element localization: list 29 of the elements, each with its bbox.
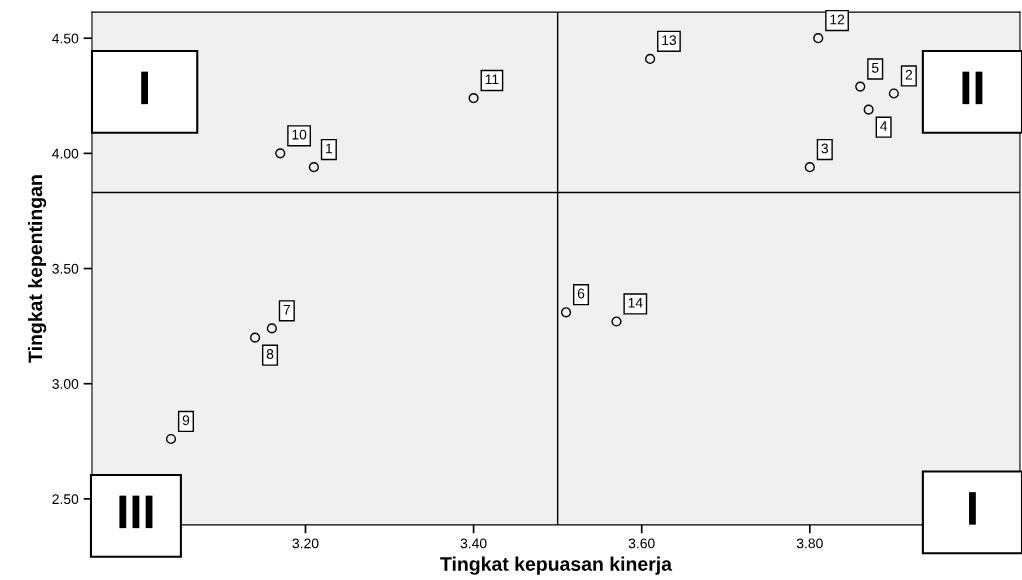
annotation: 3 (821, 143, 829, 154)
annotation: 12 (830, 14, 845, 25)
annotation: 14 (628, 297, 643, 308)
y-tick-label: 3.50 (52, 263, 79, 274)
x-tick-label: 3.60 (628, 538, 655, 549)
annotation: 7 (283, 304, 290, 315)
annotation: 6 (577, 288, 585, 299)
annotation: 2 (905, 69, 913, 80)
y-tick-label: 2.50 (52, 494, 79, 505)
y-tick-label: 3.00 (52, 379, 79, 389)
annotation: 9 (182, 415, 190, 426)
x-tick-label: 3.40 (460, 538, 487, 549)
x-tick-label: 3.80 (796, 538, 823, 549)
annotation: II (962, 71, 983, 105)
annotation: 11 (485, 74, 499, 85)
y-tick-label: 4.50 (52, 33, 79, 44)
x-axis-title: Tingkat kepuasan kinerja (440, 556, 673, 575)
annotation: I (969, 492, 976, 525)
annotation: 4 (880, 121, 888, 131)
x-tick-label: 3.20 (292, 538, 319, 549)
annotation: III (119, 495, 153, 529)
annotation: I (141, 71, 149, 105)
y-tick-label: 4.00 (52, 148, 79, 159)
annotation: 8 (266, 349, 274, 359)
annotation: 5 (871, 63, 879, 73)
y-axis-title: Tingkat kepentingan (27, 175, 47, 363)
annotation: 1 (326, 143, 333, 154)
annotation: 10 (292, 129, 307, 140)
annotation: 13 (662, 35, 677, 46)
